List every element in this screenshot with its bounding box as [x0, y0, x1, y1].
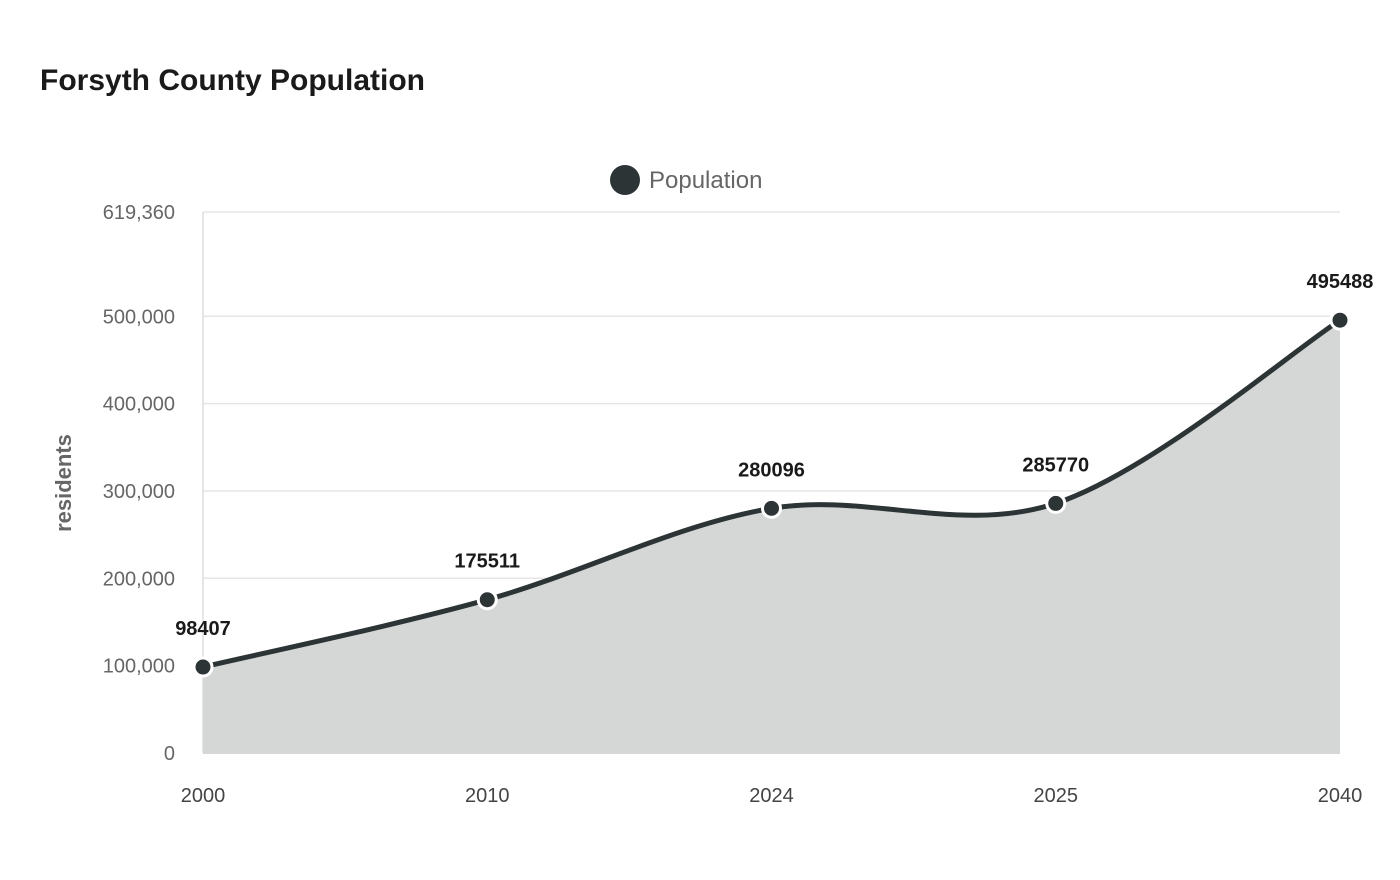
y-tick-label: 100,000 [103, 656, 175, 678]
data-point [1329, 309, 1351, 331]
data-point [476, 589, 498, 611]
chart-title: Forsyth County Population [40, 64, 425, 97]
y-tick-label: 619,360 [103, 202, 175, 224]
y-tick-label: 300,000 [103, 481, 175, 503]
legend-marker-population [610, 165, 640, 195]
data-point [1045, 492, 1067, 514]
y-tick-label: 200,000 [103, 568, 175, 590]
data-label: 280096 [738, 459, 805, 481]
y-tick-label: 500,000 [103, 306, 175, 328]
legend[interactable]: Population [610, 165, 762, 195]
x-tick-label: 2040 [1318, 785, 1363, 807]
data-point [761, 497, 782, 519]
y-tick-label: 0 [164, 743, 175, 765]
x-axis-ticks: 2000 2010 2024 2025 2040 [181, 785, 1363, 807]
data-label: 175511 [454, 551, 520, 573]
data-label: 495488 [1307, 271, 1374, 293]
x-tick-label: 2025 [1034, 785, 1079, 807]
legend-label-population: Population [649, 167, 762, 194]
x-tick-label: 2024 [749, 785, 794, 807]
population-area [203, 320, 1340, 753]
data-point [192, 656, 214, 678]
x-tick-label: 2000 [181, 785, 226, 807]
data-points [192, 309, 1351, 678]
x-tick-label: 2010 [465, 785, 510, 807]
data-label: 285770 [1022, 454, 1089, 476]
data-label: 98407 [175, 618, 231, 640]
y-axis-label: residents [51, 434, 76, 532]
data-labels: 98407 175511 280096 285770 495488 [175, 271, 1373, 640]
y-axis-ticks: 0 100,000 200,000 300,000 400,000 500,000 619,… [103, 202, 175, 765]
y-tick-label: 400,000 [103, 394, 175, 416]
